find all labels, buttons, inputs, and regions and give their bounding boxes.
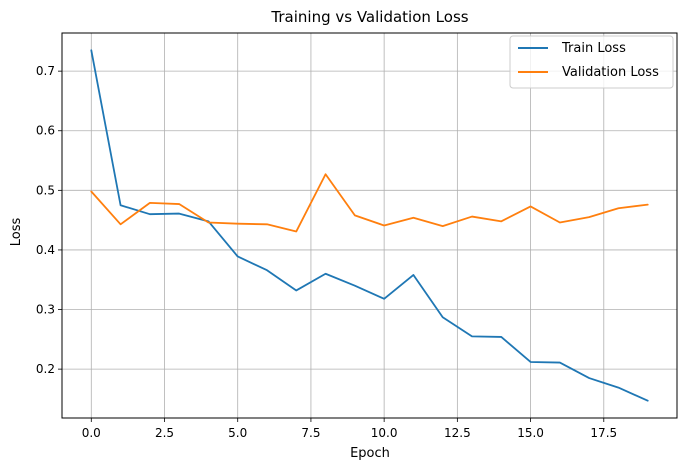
grid-lines: [62, 33, 677, 418]
series-layer: [90, 49, 649, 402]
x-tick-label: 2.5: [155, 426, 174, 440]
legend: Train Loss Validation Loss: [509, 35, 674, 89]
x-tick-label: 17.5: [590, 426, 617, 440]
x-tick-label: 10.0: [371, 426, 398, 440]
y-axis-ticks: 0.2 0.3 0.4 0.5 0.6 0.7: [36, 64, 62, 376]
x-tick-label: 5.0: [228, 426, 247, 440]
y-tick-label: 0.7: [36, 64, 55, 78]
series-line-validation-loss: [90, 173, 649, 233]
y-tick-label: 0.3: [36, 303, 55, 317]
plot-frame: [61, 32, 678, 419]
legend-label-validation-loss: Validation Loss: [562, 65, 659, 80]
x-tick-label: 15.0: [517, 426, 544, 440]
chart-title: Training vs Validation Loss: [270, 8, 468, 26]
x-tick-label: 12.5: [444, 426, 471, 440]
x-tick-label: 0.0: [82, 426, 101, 440]
legend-label-train-loss: Train Loss: [561, 41, 626, 56]
y-tick-label: 0.2: [36, 362, 55, 376]
x-axis-label: Epoch: [350, 446, 390, 461]
x-tick-label: 7.5: [301, 426, 320, 440]
y-axis-label: Loss: [9, 218, 24, 247]
series-line-train-loss: [90, 49, 649, 402]
y-tick-label: 0.5: [36, 183, 55, 197]
legend-box: [509, 35, 674, 89]
plot-area: [61, 32, 678, 419]
y-tick-label: 0.4: [36, 243, 55, 257]
x-axis-ticks: 0.0 2.5 5.0 7.5 10.0 12.5 15.0 17.5: [82, 418, 617, 440]
y-tick-label: 0.6: [36, 124, 55, 138]
